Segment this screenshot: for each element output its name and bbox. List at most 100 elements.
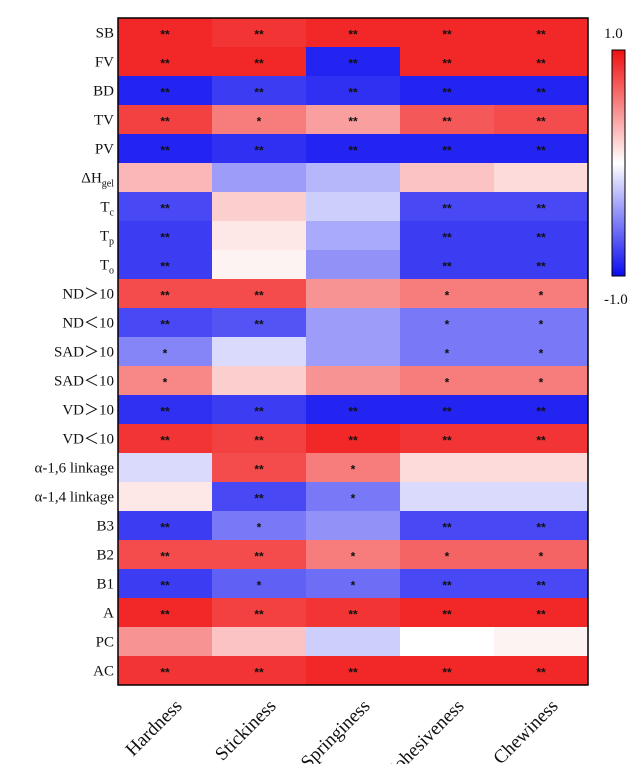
heatmap-cell xyxy=(118,656,213,686)
heatmap-cell xyxy=(212,105,307,135)
significance-mark: ** xyxy=(536,115,546,129)
significance-mark: ** xyxy=(442,115,452,129)
significance-mark: ** xyxy=(348,86,358,100)
row-label: TV xyxy=(94,113,114,129)
significance-mark: ** xyxy=(536,260,546,274)
significance-mark: ** xyxy=(348,57,358,71)
significance-mark: ** xyxy=(160,231,170,245)
significance-mark: ** xyxy=(160,144,170,158)
significance-mark: ** xyxy=(160,115,170,129)
significance-mark: ** xyxy=(536,202,546,216)
significance-mark: ** xyxy=(536,231,546,245)
heatmap-cell xyxy=(494,250,589,280)
significance-mark: ** xyxy=(536,405,546,419)
significance-mark: ** xyxy=(348,144,358,158)
significance-mark: ** xyxy=(442,28,452,42)
plot-frame xyxy=(117,17,589,686)
significance-mark: ** xyxy=(160,434,170,448)
heatmap-cell xyxy=(212,482,307,512)
heatmap-cell xyxy=(494,192,589,222)
significance-mark: ** xyxy=(348,434,358,448)
significance-mark: * xyxy=(539,347,544,361)
heatmap-cell xyxy=(400,279,495,309)
heatmap-cells xyxy=(118,18,589,686)
heatmap-cell xyxy=(212,366,307,396)
significance-mark: ** xyxy=(442,608,452,622)
heatmap-cell xyxy=(306,540,401,570)
significance-mark: * xyxy=(351,579,356,593)
heatmap-cell xyxy=(306,627,401,657)
significance-mark: ** xyxy=(348,666,358,680)
significance-mark: * xyxy=(445,347,450,361)
significance-mark: ** xyxy=(160,608,170,622)
heatmap-cell xyxy=(494,47,589,77)
significance-mark: * xyxy=(445,318,450,332)
row-label: SAD＜10 xyxy=(54,374,114,390)
heatmap-cell xyxy=(212,192,307,222)
significance-mark: ** xyxy=(442,86,452,100)
heatmap-cell xyxy=(212,134,307,164)
significance-mark: * xyxy=(257,115,262,129)
heatmap-cell xyxy=(400,250,495,280)
heatmap-cell xyxy=(306,482,401,512)
significance-mark: ** xyxy=(254,550,264,564)
heatmap-cell xyxy=(494,308,589,338)
heatmap-cell xyxy=(118,105,213,135)
significance-mark: ** xyxy=(160,57,170,71)
row-label: FV xyxy=(95,55,114,71)
heatmap-cell xyxy=(212,540,307,570)
colorbar-min-label: -1.0 xyxy=(604,292,628,308)
heatmap-cell xyxy=(400,540,495,570)
heatmap-cell xyxy=(494,540,589,570)
row-label: α-1,4 linkage xyxy=(34,490,114,506)
heatmap-cell xyxy=(306,337,401,367)
significance-mark: ** xyxy=(536,57,546,71)
heatmap-cell xyxy=(212,163,307,193)
heatmap-cell xyxy=(494,395,589,425)
significance-mark: * xyxy=(539,376,544,390)
significance-mark: * xyxy=(163,347,168,361)
heatmap-cell xyxy=(212,279,307,309)
significance-mark: ** xyxy=(348,608,358,622)
row-label: SAD＞10 xyxy=(54,345,114,361)
significance-mark: ** xyxy=(254,144,264,158)
heatmap-cell xyxy=(400,424,495,454)
heatmap-cell xyxy=(118,598,213,628)
significance-mark: ** xyxy=(442,666,452,680)
significance-mark: ** xyxy=(160,260,170,274)
heatmap-cell xyxy=(494,105,589,135)
significance-mark: ** xyxy=(160,86,170,100)
significance-mark: * xyxy=(445,289,450,303)
heatmap-cell xyxy=(494,366,589,396)
heatmap-cell xyxy=(494,18,589,48)
heatmap-cell xyxy=(118,47,213,77)
significance-mark: ** xyxy=(442,521,452,535)
heatmap-cell xyxy=(494,453,589,483)
heatmap-cell xyxy=(494,221,589,251)
heatmap-cell xyxy=(212,308,307,338)
significance-mark: * xyxy=(445,376,450,390)
heatmap-cell xyxy=(306,366,401,396)
heatmap-cell xyxy=(118,192,213,222)
significance-mark: ** xyxy=(254,405,264,419)
column-labels: Hardness Stickiness Springiness Cohesivenes… xyxy=(122,696,563,764)
heatmap-cell xyxy=(212,511,307,541)
significance-mark: ** xyxy=(254,608,264,622)
heatmap-cell xyxy=(306,598,401,628)
heatmap-cell xyxy=(306,656,401,686)
heatmap-cell xyxy=(494,163,589,193)
significance-mark: ** xyxy=(442,202,452,216)
heatmap-cell xyxy=(118,308,213,338)
row-label: B2 xyxy=(96,548,114,564)
significance-mark: * xyxy=(351,550,356,564)
significance-mark: ** xyxy=(160,289,170,303)
column-label: Cohesiveness xyxy=(381,696,469,764)
significance-mark: ** xyxy=(536,144,546,158)
heatmap-cell xyxy=(494,627,589,657)
significance-mark: ** xyxy=(536,608,546,622)
significance-mark: ** xyxy=(254,463,264,477)
colorbar-max-label: 1.0 xyxy=(604,26,623,42)
significance-mark: ** xyxy=(442,260,452,274)
heatmap-cell xyxy=(400,482,495,512)
heatmap-cell xyxy=(494,598,589,628)
